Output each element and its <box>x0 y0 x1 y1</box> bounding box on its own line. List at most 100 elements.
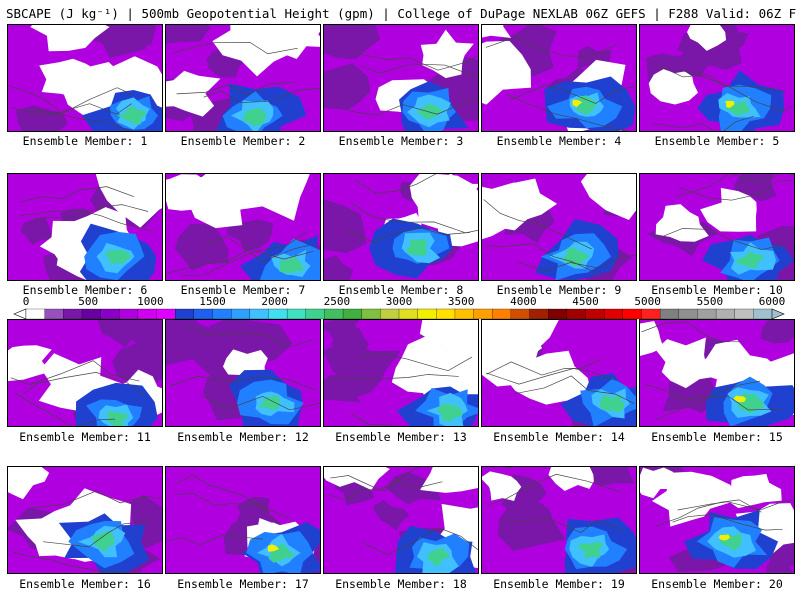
caption-prefix: Ensemble Member: <box>335 577 446 591</box>
caption-prefix: Ensemble Member: <box>496 134 608 148</box>
colorbar-left-arrow <box>13 308 27 320</box>
caption-prefix: Ensemble Member: <box>335 430 446 444</box>
ensemble-member-map <box>7 466 163 574</box>
caption-prefix: Ensemble Member: <box>493 430 604 444</box>
colorbar-segment <box>473 308 493 320</box>
colorbar-segment <box>156 308 176 320</box>
colorbar-labels: 0 500 1000 1500 2000 2500 3000 3500 4000 4500 5000… <box>0 295 800 309</box>
colorbar-segment <box>230 308 251 320</box>
caption-prefix: Ensemble Member: <box>180 283 292 297</box>
ensemble-member-caption: Ensemble Member: 1 <box>7 133 163 149</box>
member-number: 13 <box>452 430 467 444</box>
caption-prefix: Ensemble Member: <box>180 134 292 148</box>
caption-prefix: Ensemble Member: <box>338 134 450 148</box>
member-number: 11 <box>136 430 151 444</box>
colorbar-segment <box>137 308 157 320</box>
ensemble-member-caption: Ensemble Member: 9 <box>481 282 637 298</box>
colorbar-segment <box>324 308 344 320</box>
ensemble-member-map <box>639 466 795 574</box>
ensemble-member-caption: Ensemble Member: 14 <box>481 429 637 445</box>
ensemble-member-map <box>639 319 795 427</box>
ensemble-member-caption: Ensemble Member: 12 <box>165 429 321 445</box>
member-number: 16 <box>136 577 151 591</box>
ensemble-member-map <box>165 319 321 427</box>
colorbar-segment <box>44 308 64 320</box>
colorbar-segment <box>622 308 642 320</box>
colorbar-segment <box>268 308 288 320</box>
colorbar-segment <box>249 308 269 320</box>
ensemble-member-map <box>481 24 637 132</box>
colorbar-segment <box>510 308 530 320</box>
ensemble-member-map <box>323 173 479 281</box>
caption-prefix: Ensemble Member: <box>654 134 766 148</box>
caption-prefix: Ensemble Member: <box>338 283 450 297</box>
member-number: 14 <box>610 430 625 444</box>
ensemble-member-caption: Ensemble Member: 15 <box>639 429 795 445</box>
ensemble-member-caption: Ensemble Member: 16 <box>7 576 163 592</box>
colorbar-segment <box>212 308 232 320</box>
ensemble-member-map <box>481 466 637 574</box>
member-number: 3 <box>456 134 464 148</box>
ensemble-member-map <box>7 173 163 281</box>
colorbar-segment <box>63 308 83 320</box>
colorbar-segment <box>286 308 307 320</box>
caption-prefix: Ensemble Member: <box>651 283 762 297</box>
ensemble-member-caption: Ensemble Member: 13 <box>323 429 479 445</box>
ensemble-member-map <box>165 24 321 132</box>
colorbar-segment <box>566 308 586 320</box>
colorbar-tick-label: 0 <box>22 295 30 308</box>
ensemble-member-caption: Ensemble Member: 6 <box>7 282 163 298</box>
colorbar-segment <box>678 308 698 320</box>
ensemble-member-caption: Ensemble Member: 11 <box>7 429 163 445</box>
colorbar-segment <box>715 308 736 320</box>
colorbar-right-arrow <box>771 308 785 320</box>
colorbar-tick-label: 2000 <box>261 295 288 308</box>
caption-prefix: Ensemble Member: <box>19 577 130 591</box>
ensemble-member-caption: Ensemble Member: 17 <box>165 576 321 592</box>
colorbar-segment <box>436 308 456 320</box>
member-number: 7 <box>298 283 306 297</box>
colorbar-tick-label: 5500 <box>696 295 724 308</box>
colorbar-segment <box>25 308 46 320</box>
colorbar-segment <box>380 308 400 320</box>
member-number: 5 <box>772 134 780 148</box>
member-number: 18 <box>452 577 467 591</box>
colorbar-tick-label: 5000 <box>634 295 661 308</box>
ensemble-member-caption: Ensemble Member: 19 <box>481 576 637 592</box>
colorbar-segment <box>175 308 195 320</box>
member-number: 6 <box>140 283 148 297</box>
ensemble-member-map <box>165 173 321 281</box>
colorbar-segment <box>529 308 549 320</box>
caption-prefix: Ensemble Member: <box>177 577 288 591</box>
colorbar-segment <box>659 308 680 320</box>
ensemble-member-map <box>481 319 637 427</box>
colorbar <box>13 308 785 320</box>
caption-prefix: Ensemble Member: <box>22 283 134 297</box>
member-number: 20 <box>768 577 783 591</box>
colorbar-segment <box>81 308 102 320</box>
ensemble-member-caption: Ensemble Member: 7 <box>165 282 321 298</box>
colorbar-segment <box>548 308 568 320</box>
member-number: 4 <box>614 134 622 148</box>
colorbar-segment <box>119 308 139 320</box>
colorbar-segment <box>604 308 624 320</box>
member-number: 2 <box>298 134 306 148</box>
caption-prefix: Ensemble Member: <box>177 430 288 444</box>
colorbar-segment <box>492 308 512 320</box>
ensemble-member-caption: Ensemble Member: 5 <box>639 133 795 149</box>
ensemble-member-caption: Ensemble Member: 20 <box>639 576 795 592</box>
caption-prefix: Ensemble Member: <box>651 430 762 444</box>
caption-prefix: Ensemble Member: <box>496 283 608 297</box>
colorbar-segment <box>361 308 381 320</box>
member-number: 19 <box>610 577 625 591</box>
ensemble-member-caption: Ensemble Member: 10 <box>639 282 795 298</box>
colorbar-segment <box>398 308 419 320</box>
colorbar-segment <box>734 308 754 320</box>
caption-prefix: Ensemble Member: <box>493 577 604 591</box>
ensemble-member-map <box>323 319 479 427</box>
ensemble-member-caption: Ensemble Member: 18 <box>323 576 479 592</box>
ensemble-member-map <box>7 24 163 132</box>
caption-prefix: Ensemble Member: <box>19 430 130 444</box>
colorbar-segment <box>753 308 773 320</box>
colorbar-tick-label: 3000 <box>385 295 413 308</box>
